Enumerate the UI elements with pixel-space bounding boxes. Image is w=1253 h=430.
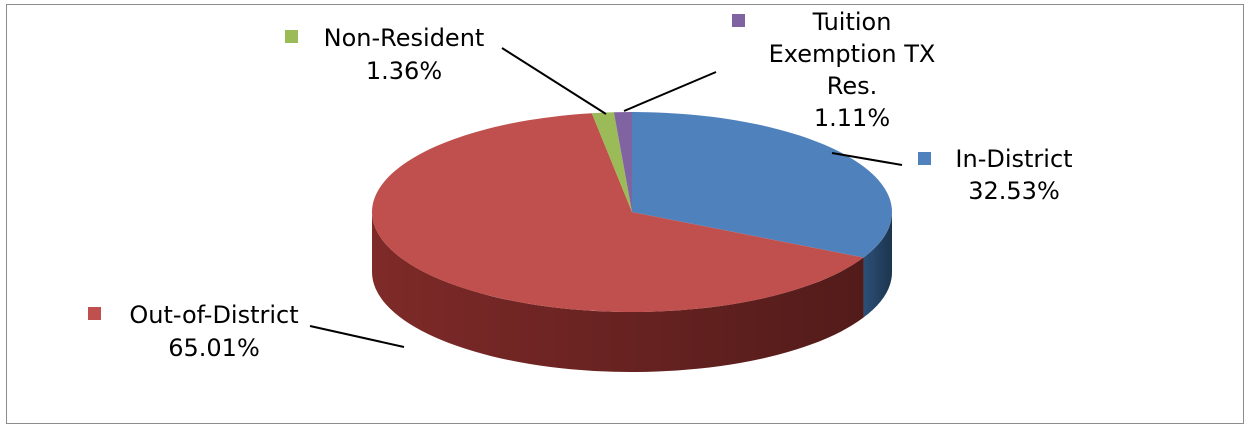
pie-slice-out-of-district (371, 113, 864, 312)
slice-value-label-in-district: 32.53% (968, 177, 1060, 205)
slice-name-label-tuition-exemption-tx-res-1: Exemption TX (769, 40, 936, 68)
pie-side-out-of-district-shade (371, 212, 864, 372)
slice-value-label-tuition-exemption-tx-res: 1.11% (814, 104, 890, 132)
pie-slice-in-district (632, 112, 892, 258)
slice-name-label-out-of-district: Out-of-District (129, 301, 298, 329)
slice-name-label-in-district: In-District (955, 145, 1072, 173)
leader-line-non-resident (501, 47, 607, 115)
label-key-in-district (918, 152, 931, 165)
label-key-non-resident (285, 30, 298, 43)
label-key-tuition-exemption-tx-res (732, 14, 745, 27)
slice-name-label-tuition-exemption-tx-res-0: Tuition (812, 8, 892, 36)
slice-value-label-non-resident: 1.36% (366, 57, 442, 85)
label-key-out-of-district (88, 307, 101, 320)
pie-slice-non-resident (591, 112, 632, 212)
leader-line-out-of-district (309, 325, 405, 348)
leader-line-tuition-exemption-tx-res (623, 71, 717, 112)
slice-name-label-tuition-exemption-tx-res-2: Res. (827, 72, 878, 100)
pie-slice-tuition-exemption-tx-res (613, 112, 632, 212)
pie-side-in-district-shade (863, 212, 892, 318)
slice-value-label-out-of-district: 65.01% (168, 334, 260, 362)
slice-name-label-non-resident: Non-Resident (324, 24, 485, 52)
leader-line-in-district (831, 152, 903, 166)
